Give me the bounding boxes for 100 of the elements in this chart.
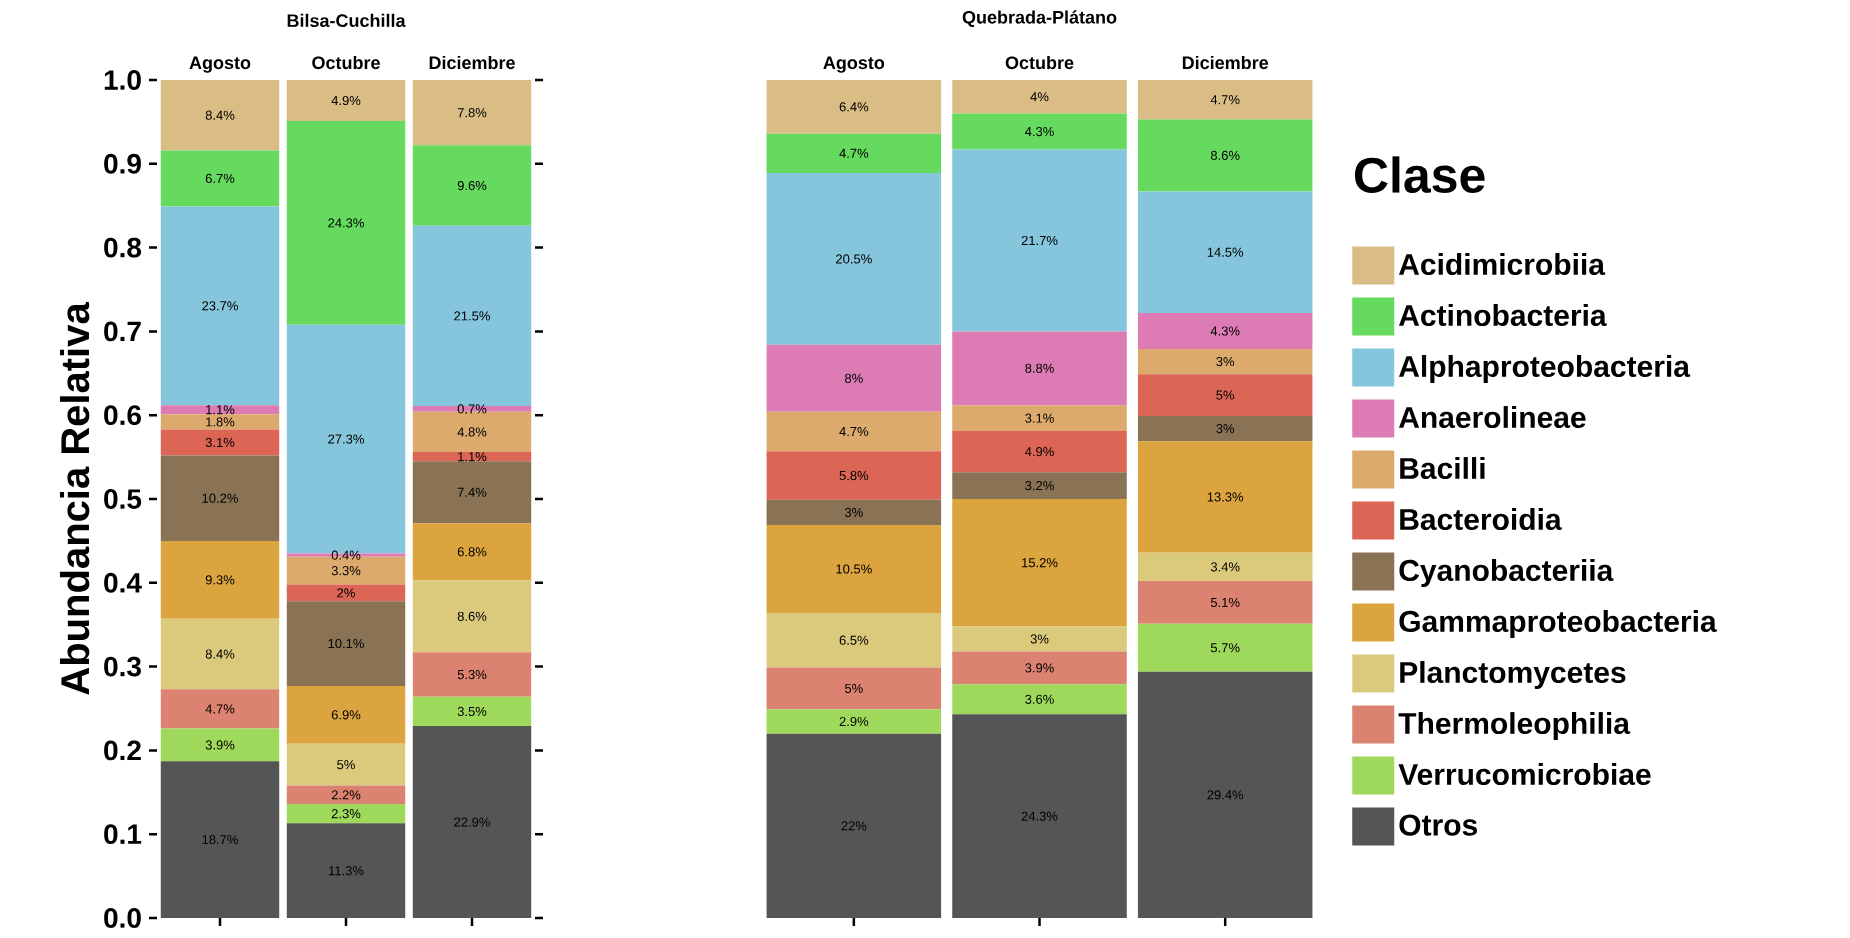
legend-label: Anaerolineae <box>1398 406 1586 429</box>
legend-label: Planctomycetes <box>1400 661 1626 690</box>
bar <box>766 612 942 668</box>
data-label: 8% <box>845 373 863 383</box>
bar <box>952 684 1127 715</box>
y-tick-label: 0.1 <box>104 824 142 845</box>
bar <box>412 79 532 146</box>
data-label: 3.9% <box>1025 663 1054 673</box>
data-label: 8.4% <box>205 110 235 120</box>
data-label: 7.4% <box>457 487 487 497</box>
y-tick-label: 0.7 <box>104 321 141 342</box>
x-tick-label: Agosto <box>823 56 885 73</box>
legend-label: Alphaproteobacteria <box>1398 355 1691 384</box>
bar <box>952 651 1127 685</box>
bar <box>1137 119 1313 192</box>
data-label: 4% <box>1030 92 1049 102</box>
bar <box>1137 581 1313 624</box>
bar <box>1137 623 1313 672</box>
data-label: 4.9% <box>1025 447 1054 457</box>
data-label: 27.3% <box>328 434 364 444</box>
bar <box>1137 671 1313 918</box>
data-label: 9.6% <box>457 180 487 191</box>
bar <box>952 472 1127 499</box>
bar <box>286 743 406 786</box>
bar <box>952 498 1127 627</box>
data-label: 3.1% <box>1025 413 1054 423</box>
bar <box>160 618 280 690</box>
bar <box>412 726 532 918</box>
data-label: 13.3% <box>1207 492 1244 502</box>
y-tick-label: 0.9 <box>104 153 141 174</box>
data-label: 10.1% <box>328 638 364 649</box>
data-label: 5.3% <box>457 669 487 680</box>
data-label: 4.3% <box>1025 126 1054 137</box>
data-label: 0.4% <box>331 550 361 560</box>
bar <box>766 133 942 174</box>
bar <box>952 626 1127 652</box>
legend-label: Acidimicrobiia <box>1398 253 1606 276</box>
legend-label: Otros <box>1399 814 1478 836</box>
data-label: 22% <box>841 821 867 831</box>
bar <box>1137 374 1313 417</box>
bar <box>160 150 280 207</box>
legend-label: Gammaproteobacteria <box>1399 610 1717 639</box>
data-label: 6.5% <box>839 635 869 645</box>
data-label: 14.5% <box>1207 247 1244 257</box>
y-tick-label: 0.5 <box>104 489 142 509</box>
bar <box>952 405 1127 432</box>
bar <box>412 452 532 462</box>
data-label: 8.8% <box>1025 363 1054 373</box>
data-label: 2.3% <box>331 809 361 819</box>
y-tick-label: 0.0 <box>104 908 141 928</box>
data-label: 8.6% <box>457 611 487 621</box>
bar <box>766 344 942 412</box>
bar <box>766 733 942 918</box>
data-label: 6.7% <box>205 173 235 184</box>
data-label: 23.7% <box>202 301 238 311</box>
bar <box>412 225 532 406</box>
data-label: 3% <box>1216 424 1235 434</box>
bar <box>766 524 942 613</box>
data-label: 6.8% <box>457 547 487 557</box>
bar <box>412 652 532 697</box>
x-tick-label: Octubre <box>312 55 380 70</box>
bar <box>1137 552 1313 582</box>
data-label: 3.5% <box>457 706 487 717</box>
legend-label: Bacilli <box>1400 457 1485 480</box>
data-label: 5% <box>337 760 355 770</box>
data-label: 3.1% <box>205 437 235 448</box>
bar <box>286 121 406 325</box>
data-label: 4.7% <box>1210 95 1240 105</box>
legend-label: Actinobacteria <box>1398 304 1607 327</box>
bar <box>766 667 942 710</box>
bar <box>412 580 532 653</box>
data-label: 24.3% <box>1021 811 1058 821</box>
bar <box>766 173 942 345</box>
bar <box>766 451 942 500</box>
bar <box>286 685 406 744</box>
data-label: 3.2% <box>1025 481 1054 491</box>
data-label: 11.3% <box>329 866 364 876</box>
bar <box>286 584 406 602</box>
bar <box>766 79 942 134</box>
data-label: 9.3% <box>205 575 235 585</box>
bar <box>412 145 532 226</box>
data-label: 5% <box>1216 390 1235 400</box>
bar <box>1137 191 1313 313</box>
data-label: 4.3% <box>1210 326 1240 336</box>
bar <box>412 461 532 524</box>
bar <box>1137 79 1313 120</box>
data-label: 4.7% <box>839 148 869 158</box>
chart-title: Quebrada-Plátano <box>962 10 1117 27</box>
bar <box>1137 441 1313 553</box>
chart-title: Bilsa-Cuchilla <box>287 13 406 28</box>
bar <box>160 79 280 151</box>
bar <box>286 785 406 805</box>
data-label: 10.5% <box>836 564 872 574</box>
y-tick-label: 0.2 <box>104 740 141 761</box>
data-label: 3% <box>1030 634 1049 644</box>
x-tick-label: Agosto <box>189 56 251 73</box>
data-label: 24.3% <box>328 218 364 228</box>
y-tick-label: 0.4 <box>104 572 142 593</box>
y-tick-label: 0.8 <box>104 237 142 258</box>
x-tick-label: Diciembre <box>1182 55 1269 70</box>
